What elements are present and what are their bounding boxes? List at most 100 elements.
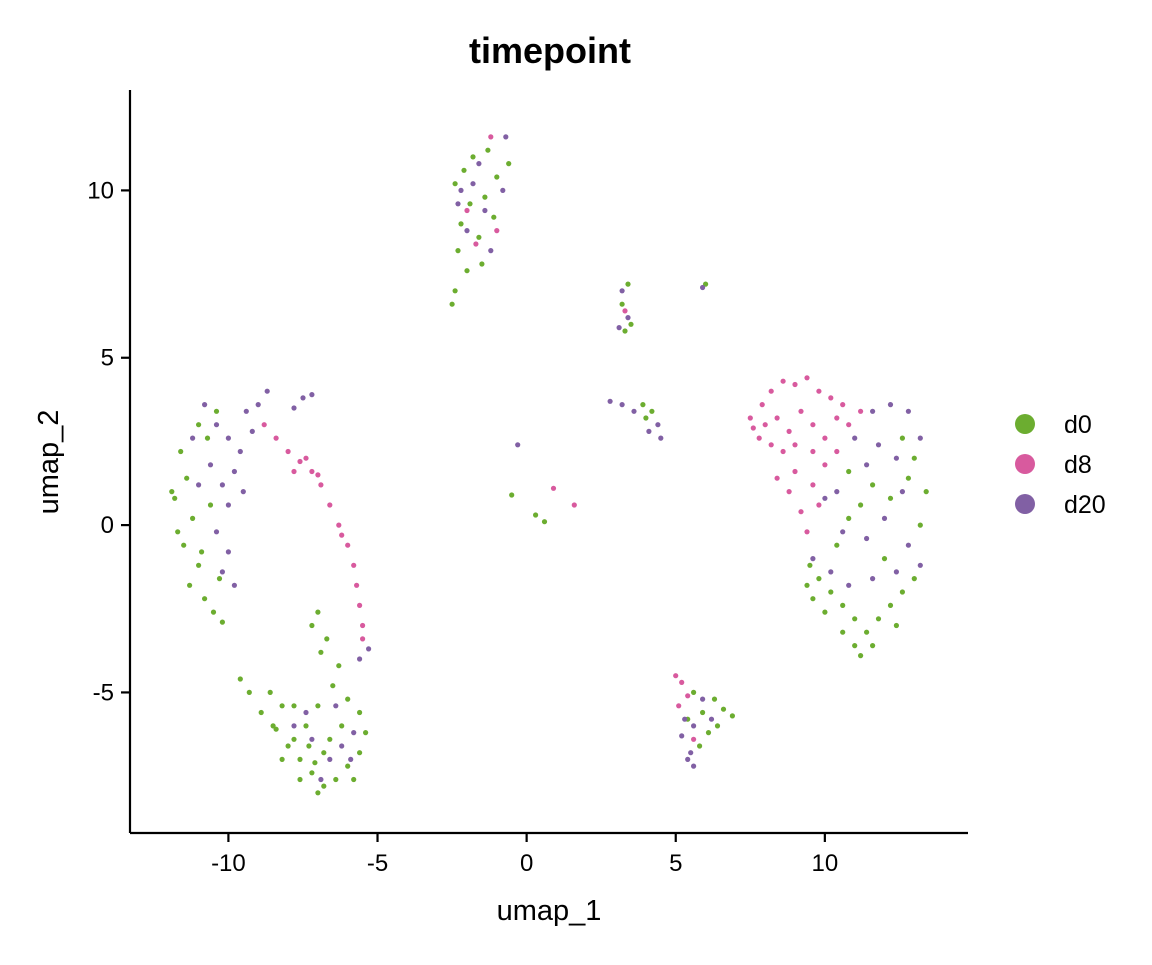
point-d8-43	[810, 482, 816, 488]
point-d0-28	[297, 756, 303, 763]
point-d8-23	[550, 485, 557, 491]
point-d20-24	[291, 723, 297, 729]
legend-label: d0	[1064, 411, 1092, 439]
point-d20-49	[646, 428, 652, 434]
point-d0-37	[330, 683, 336, 689]
point-d0-99	[911, 455, 917, 461]
point-d0-71	[619, 301, 625, 307]
legend-item-d0: d0	[1015, 411, 1092, 439]
point-d8-36	[798, 408, 804, 414]
point-d0-1	[184, 475, 190, 481]
point-d20-59	[864, 462, 870, 468]
point-d20-75	[691, 723, 697, 729]
point-d0-39	[303, 723, 309, 729]
point-d0-38	[315, 703, 321, 709]
point-d8-22	[622, 308, 628, 314]
point-d8-47	[762, 422, 768, 428]
point-d0-41	[279, 756, 285, 763]
point-d20-61	[881, 515, 888, 522]
point-d0-21	[267, 689, 273, 696]
point-d20-42	[619, 288, 625, 294]
point-d0-29	[309, 770, 315, 776]
point-d0-8	[210, 609, 217, 615]
point-d8-35	[786, 428, 792, 434]
point-d8-19	[488, 134, 494, 140]
point-d0-105	[881, 556, 888, 562]
point-d0-46	[321, 750, 327, 756]
point-d20-71	[905, 542, 912, 548]
point-d20-45	[607, 398, 613, 404]
point-d8-50	[816, 502, 822, 508]
point-d8-33	[840, 402, 846, 408]
point-d20-32	[348, 756, 354, 763]
point-d8-17	[339, 532, 345, 538]
point-d0-5	[196, 562, 202, 568]
point-d8-57	[750, 425, 756, 431]
point-d20-21	[291, 405, 297, 411]
point-d0-76	[643, 415, 649, 421]
point-d20-11	[225, 502, 231, 508]
point-d0-44	[327, 736, 333, 742]
point-d0-50	[336, 663, 342, 669]
point-d0-66	[506, 161, 512, 167]
point-d8-40	[792, 468, 798, 475]
point-d20-60	[899, 489, 906, 495]
point-d20-51	[515, 442, 521, 448]
y-tick-label: 5	[101, 345, 114, 372]
point-d0-17	[219, 619, 225, 625]
point-d0-23	[237, 676, 243, 682]
point-d8-5	[318, 482, 324, 488]
point-d8-28	[780, 378, 786, 384]
point-d20-79	[700, 696, 706, 702]
point-d0-33	[357, 750, 363, 756]
chart-title: timepoint	[469, 30, 631, 71]
point-d8-34	[774, 415, 780, 421]
point-d0-12	[207, 502, 214, 508]
point-d8-15	[315, 472, 321, 478]
legend-item-d8: d8	[1015, 451, 1092, 479]
point-d0-52	[351, 776, 357, 783]
point-d0-36	[345, 696, 351, 702]
point-d0-101	[905, 475, 912, 481]
point-d20-44	[616, 325, 622, 331]
point-d8-52	[858, 408, 864, 414]
point-d0-14	[216, 576, 223, 582]
x-tick-label: -10	[211, 850, 246, 877]
point-d20-22	[366, 646, 372, 652]
point-d20-34	[470, 181, 476, 187]
point-d20-74	[682, 716, 688, 722]
point-d20-30	[303, 709, 309, 716]
point-d8-61	[676, 703, 682, 709]
point-d20-31	[333, 703, 339, 709]
point-d8-42	[798, 509, 804, 515]
point-d20-53	[870, 408, 876, 414]
x-axis-ticks: -10 -5 0 5 10	[211, 833, 838, 877]
point-d20-63	[840, 529, 846, 535]
point-d0-3	[190, 515, 196, 522]
point-d20-76	[688, 750, 694, 756]
point-d20-36	[476, 161, 482, 167]
point-d8-51	[846, 422, 852, 428]
y-axis-label: umap_2	[33, 410, 65, 515]
y-tick-label: 10	[87, 177, 114, 204]
point-d0-88	[840, 629, 846, 635]
point-d0-79	[541, 519, 548, 525]
point-d20-5	[219, 482, 225, 488]
point-d0-35	[357, 709, 363, 716]
point-d20-33	[458, 187, 464, 193]
point-d0-40	[291, 736, 297, 742]
point-d0-6	[187, 582, 193, 588]
x-tick-label: 10	[812, 850, 839, 877]
point-d20-43	[625, 315, 631, 321]
point-d20-78	[685, 756, 691, 763]
point-d20-38	[488, 248, 494, 254]
point-d0-116	[705, 730, 712, 736]
point-d0-20	[318, 649, 324, 655]
point-d0-0	[178, 448, 184, 455]
point-d8-16	[291, 468, 297, 475]
point-d20-56	[917, 435, 923, 441]
point-d20-68	[870, 576, 876, 582]
point-d0-61	[452, 288, 458, 294]
point-d0-84	[840, 602, 846, 609]
legend-label: d20	[1064, 491, 1106, 519]
